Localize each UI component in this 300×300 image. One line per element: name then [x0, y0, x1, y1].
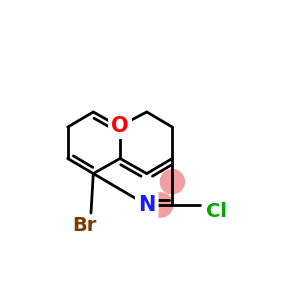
Circle shape [148, 192, 173, 218]
Text: O: O [111, 116, 129, 136]
Text: Cl: Cl [206, 202, 227, 221]
Circle shape [160, 169, 185, 194]
Text: N: N [138, 195, 155, 215]
Text: Br: Br [72, 216, 96, 236]
